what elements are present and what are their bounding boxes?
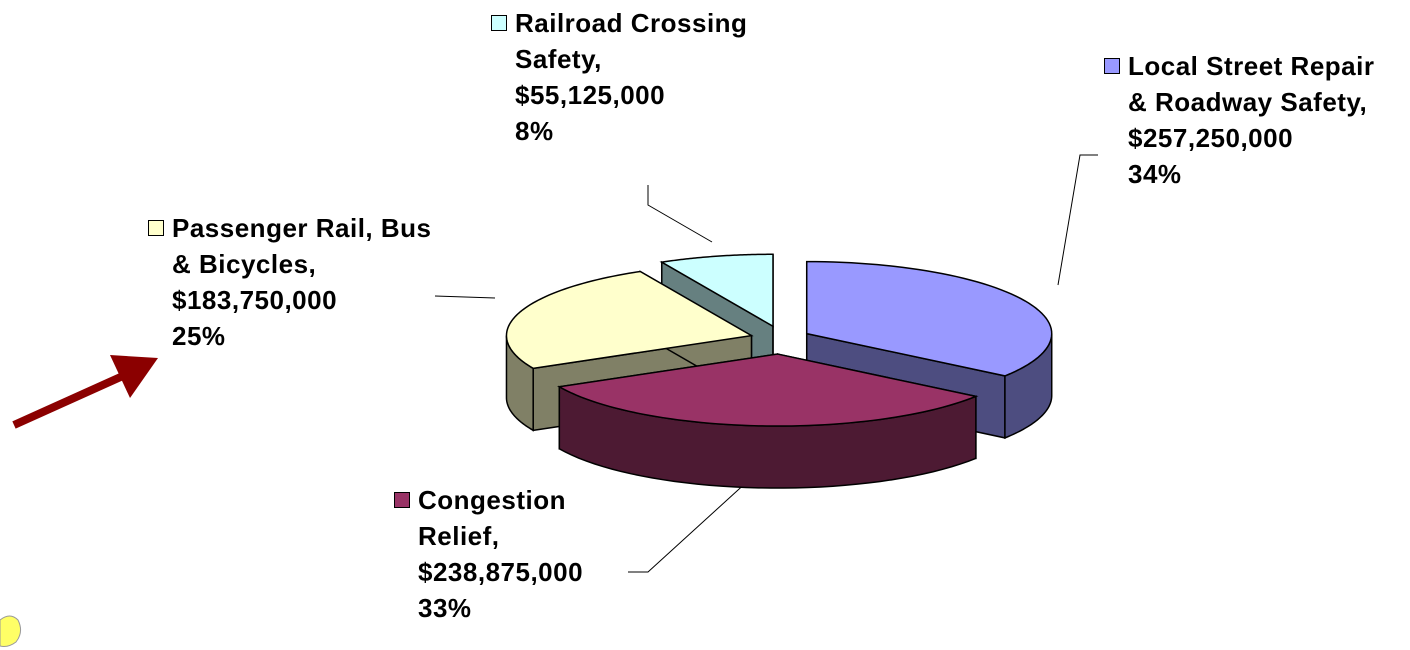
value-label: $55,125,000 bbox=[515, 80, 666, 110]
slice-label: Congestion Relief, $238,875,000 33% bbox=[394, 482, 628, 626]
value-label: $183,750,000 bbox=[172, 285, 338, 315]
value-label: $238,875,000 bbox=[418, 557, 584, 587]
category-label: Congestion Relief, bbox=[418, 485, 566, 551]
slice-top bbox=[805, 260, 1053, 377]
slice-label: Railroad Crossing Safety, $55,125,000 8% bbox=[491, 5, 825, 149]
category-label: Passenger Rail, Bus & Bicycles, bbox=[172, 213, 432, 279]
value-label: $257,250,000 bbox=[1128, 123, 1294, 153]
slice-top bbox=[505, 270, 754, 370]
category-label: Railroad Crossing Safety, bbox=[515, 8, 748, 74]
slice-label: Local Street Repair & Roadway Safety, $25… bbox=[1104, 48, 1378, 192]
leader-line bbox=[628, 469, 761, 573]
category-label: Local Street Repair & Roadway Safety, bbox=[1128, 51, 1375, 117]
slice-top bbox=[557, 353, 979, 427]
leader-line bbox=[434, 295, 496, 299]
percent-label: 8% bbox=[515, 116, 554, 146]
legend-swatch bbox=[1104, 58, 1120, 74]
leader-lines bbox=[434, 154, 1098, 573]
arrow bbox=[12, 355, 158, 429]
percent-label: 33% bbox=[418, 593, 472, 623]
leader-line bbox=[647, 185, 713, 243]
slice-label: Passenger Rail, Bus & Bicycles, $183,750,… bbox=[148, 210, 432, 354]
slice bbox=[557, 353, 979, 489]
arrow-shaft bbox=[12, 371, 127, 429]
corner-icon bbox=[0, 615, 22, 647]
percent-label: 25% bbox=[172, 321, 226, 351]
slice-top bbox=[659, 253, 774, 328]
legend-swatch bbox=[491, 15, 507, 31]
legend-swatch bbox=[394, 492, 410, 508]
legend-swatch bbox=[148, 220, 164, 236]
arrow-head bbox=[110, 355, 158, 398]
leader-line bbox=[1057, 154, 1098, 286]
percent-label: 34% bbox=[1128, 159, 1182, 189]
